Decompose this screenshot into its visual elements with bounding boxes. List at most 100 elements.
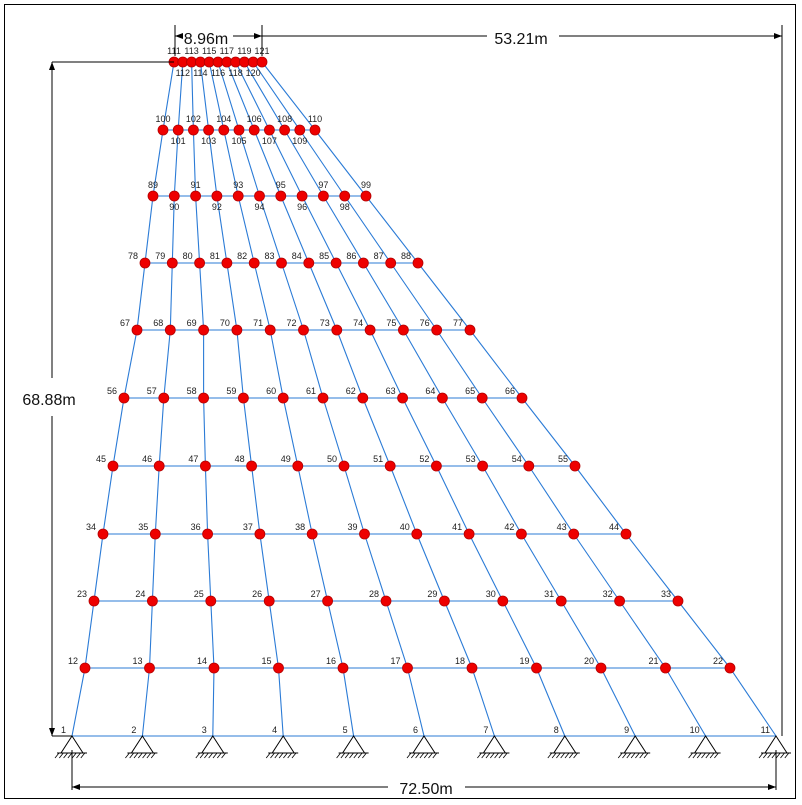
node-label: 11 (761, 725, 770, 735)
node-label: 25 (194, 589, 204, 599)
arrow-right-icon (254, 33, 262, 39)
node-label: 3 (202, 725, 207, 735)
node-label: 17 (390, 656, 400, 666)
node-label: 116 (211, 68, 225, 78)
node-90 (168, 190, 180, 202)
arrow-left-icon (72, 784, 80, 790)
node-99 (360, 190, 372, 202)
node-label: 12 (68, 656, 78, 666)
node-label: 52 (419, 454, 429, 464)
node-label: 77 (453, 318, 463, 328)
node-label: 7 (483, 725, 488, 735)
node-78 (139, 257, 151, 269)
node-84 (303, 257, 315, 269)
node-label: 39 (347, 522, 357, 532)
node-13 (144, 662, 155, 674)
node-66 (516, 392, 528, 404)
node-label: 81 (210, 251, 220, 261)
node-label: 10 (690, 725, 700, 735)
node-label: 4 (272, 725, 277, 735)
node-label: 72 (286, 318, 296, 328)
node-label: 68 (153, 318, 163, 328)
node-63 (397, 392, 409, 404)
pin-support-icon (195, 735, 228, 759)
node-label: 69 (187, 318, 197, 328)
node-60 (277, 392, 289, 404)
node-label: 30 (486, 589, 496, 599)
node-49 (292, 460, 304, 472)
node-label: 82 (237, 251, 247, 261)
node-label: 24 (135, 589, 145, 599)
height-dimension-label: 68.88m (22, 392, 75, 409)
node-label: 43 (557, 522, 567, 532)
node-103 (203, 124, 215, 136)
node-label: 42 (504, 522, 514, 532)
node-label: 8 (554, 725, 559, 735)
node-16 (337, 662, 349, 674)
node-label: 32 (603, 589, 613, 599)
node-101 (172, 124, 184, 136)
node-label: 59 (226, 386, 236, 396)
node-52 (430, 460, 442, 472)
node-39 (359, 528, 370, 540)
node-label: 63 (386, 386, 396, 396)
node-80 (194, 257, 206, 269)
node-62 (357, 392, 369, 404)
node-label: 110 (308, 114, 322, 124)
node-label: 44 (609, 522, 619, 532)
node-34 (97, 528, 109, 540)
node-label: 99 (361, 180, 371, 190)
node-label: 83 (264, 251, 274, 261)
node-59 (237, 392, 249, 404)
node-label: 89 (148, 180, 158, 190)
node-label: 113 (184, 46, 198, 56)
node-92 (211, 190, 223, 202)
node-label: 46 (142, 454, 152, 464)
node-12 (79, 662, 91, 674)
node-label: 41 (452, 522, 462, 532)
supports-layer (54, 735, 791, 759)
right-offset-dimension-label: 53.21m (494, 31, 547, 48)
node-label: 97 (318, 180, 328, 190)
node-label: 50 (327, 454, 337, 464)
node-label: 9 (624, 725, 629, 735)
node-67 (131, 324, 143, 336)
node-label: 66 (505, 386, 515, 396)
node-35 (149, 528, 161, 540)
node-label: 35 (138, 522, 148, 532)
node-72 (298, 324, 309, 336)
nodes-layer (79, 56, 736, 674)
node-40 (411, 528, 423, 540)
node-label: 47 (188, 454, 198, 464)
node-74 (364, 324, 376, 336)
node-label: 62 (346, 386, 356, 396)
pin-support-icon (125, 735, 158, 759)
node-102 (187, 124, 199, 136)
node-89 (147, 190, 159, 202)
members-layer (71, 61, 777, 737)
node-label: 26 (252, 589, 262, 599)
node-18 (466, 662, 478, 674)
node-105 (233, 124, 245, 136)
node-25 (205, 595, 217, 607)
node-29 (438, 595, 450, 607)
node-label: 118 (228, 68, 242, 78)
node-label: 120 (246, 68, 261, 78)
node-label: 54 (512, 454, 522, 464)
node-51 (384, 460, 396, 472)
node-label: 88 (401, 251, 411, 261)
node-label: 29 (427, 589, 437, 599)
base-width-dimension-label: 72.50m (399, 781, 452, 798)
node-37 (254, 528, 266, 540)
arrow-up-icon (49, 62, 55, 70)
node-label: 65 (465, 386, 475, 396)
node-106 (248, 124, 260, 136)
node-label: 71 (253, 318, 263, 328)
pin-support-icon (477, 735, 510, 759)
pin-support-icon (547, 735, 580, 759)
node-label: 93 (233, 180, 243, 190)
node-45 (107, 460, 119, 472)
node-label: 101 (171, 136, 186, 146)
node-81 (221, 257, 233, 269)
node-label: 92 (212, 202, 222, 212)
